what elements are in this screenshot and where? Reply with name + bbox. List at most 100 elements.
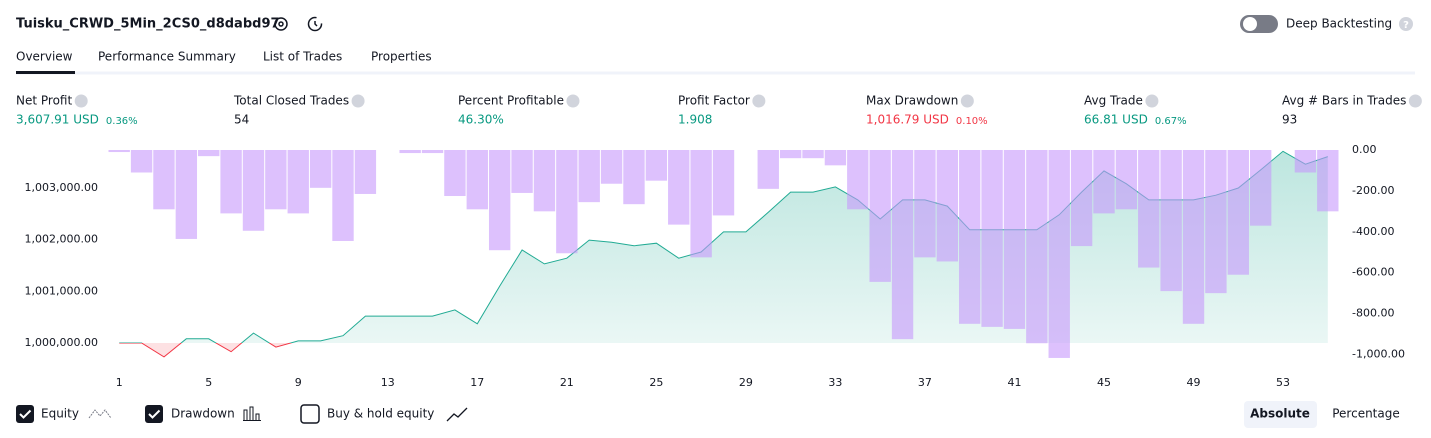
info-icon [1145,94,1159,108]
x-tick-label: 9 [295,376,302,389]
y2-tick-label: 0.00 [1352,143,1377,156]
drawdown-bar [668,150,690,225]
drawdown-bar [332,150,354,241]
drawdown-icon [243,406,261,421]
drawdown-bar [1227,150,1249,275]
drawdown-bar [287,150,309,214]
drawdown-bar [153,150,175,210]
tab[interactable]: Performance Summary [98,50,236,64]
y-tick-label: 1,001,000.00 [25,284,98,297]
mode-label: Absolute [1250,407,1310,421]
drawdown-bar [488,150,511,251]
info-icon [1408,94,1422,108]
y2-tick-label: -200.00 [1352,184,1394,197]
equity-icon [88,409,112,419]
y-tick-label: 1,000,000.00 [25,336,98,349]
tab[interactable]: Overview [16,50,73,64]
info-icon [566,94,580,108]
drawdown-bar [265,150,287,210]
drawdown-bar [1182,150,1205,324]
drawdown-bar [466,150,488,210]
drawdown-bar [1160,150,1182,292]
metric-label: Net Profit [16,94,72,108]
drawdown-bar [936,150,959,262]
drawdown-bar [1115,150,1138,210]
buy-hold-icon [446,407,468,422]
drawdown-bar [1048,150,1070,358]
buy-hold-checkbox[interactable] [300,404,320,424]
equity-area [119,151,1328,343]
drawdown-bar [1249,150,1272,226]
drawdown-bar [623,150,645,205]
x-tick-label: 1 [116,376,123,389]
equity-checkbox[interactable] [16,405,34,423]
drawdown-bar [757,150,779,189]
drawdown-bar [1003,150,1026,329]
reload-icon[interactable] [307,16,323,32]
tab[interactable]: Properties [371,50,432,64]
drawdown-bar [175,150,198,239]
equity-area-negative [119,342,291,357]
deep-backtesting-toggle[interactable] [1240,15,1278,33]
metric-label: Avg Trade [1084,94,1143,108]
drawdown-bar [1026,150,1048,344]
metric-label: Max Drawdown [866,94,958,108]
legend-label: Drawdown [171,407,235,421]
x-tick-label: 49 [1187,376,1201,389]
drawdown-bar [198,150,220,157]
metric-value: 93 [1282,113,1297,127]
drawdown-bar [444,150,466,197]
drawdown-bar [130,150,153,173]
settings-icon[interactable] [274,17,288,31]
metric-label: Avg # Bars in Trades [1282,94,1406,108]
svg-text:?: ? [1403,20,1409,31]
absolute-button[interactable] [1244,401,1317,428]
toggle-label: Deep Backtesting [1286,17,1392,31]
drawdown-bar [354,150,377,194]
drawdown-bar [1294,150,1317,173]
drawdown-bar [891,150,914,340]
drawdown-bar [779,150,802,159]
drawdown-bar [869,150,891,282]
x-tick-label: 37 [918,376,932,389]
metric-percent: 0.67% [1155,116,1187,127]
drawdown-bar [1138,150,1160,268]
x-tick-label: 53 [1276,376,1290,389]
legend-label: Buy & hold equity [327,407,434,421]
drawdown-bar [108,150,130,153]
drawdown-bar [1093,150,1115,214]
metric-value: 1,016.79 USD [866,113,949,127]
metric-value: 66.81 USD [1084,113,1148,127]
metric-value: 3,607.91 USD [16,113,99,127]
metric-label: Profit Factor [678,94,750,108]
x-tick-label: 5 [205,376,212,389]
x-tick-label: 45 [1097,376,1111,389]
x-tick-label: 17 [470,376,484,389]
drawdown-bar [578,150,600,203]
strategy-title: Tuisku_CRWD_5Min_2CS0_d8dabd97 [16,17,280,32]
x-tick-label: 21 [560,376,574,389]
drawdown-bar [802,150,824,159]
drawdown-bar [824,150,847,166]
metric-value: 54 [234,113,249,127]
drawdown-bar [556,150,578,254]
drawdown-checkbox[interactable] [145,405,163,423]
tab[interactable]: List of Trades [263,50,342,64]
x-tick-label: 13 [381,376,395,389]
drawdown-bar [1317,150,1339,212]
drawdown-bar [600,150,623,184]
drawdown-bar [1070,150,1093,247]
info-icon [960,94,974,108]
mode-label[interactable]: Percentage [1332,407,1400,421]
drawdown-bar [847,150,869,210]
drawdown-bar [645,150,668,181]
drawdown-bar [981,150,1003,327]
x-tick-label: 29 [739,376,753,389]
y-tick-label: 1,003,000.00 [25,181,98,194]
drawdown-bar [242,150,265,231]
drawdown-bar [511,150,533,193]
y2-tick-label: -400.00 [1352,225,1394,238]
drawdown-bar [712,150,735,216]
help-icon[interactable]: ? [1399,17,1413,31]
